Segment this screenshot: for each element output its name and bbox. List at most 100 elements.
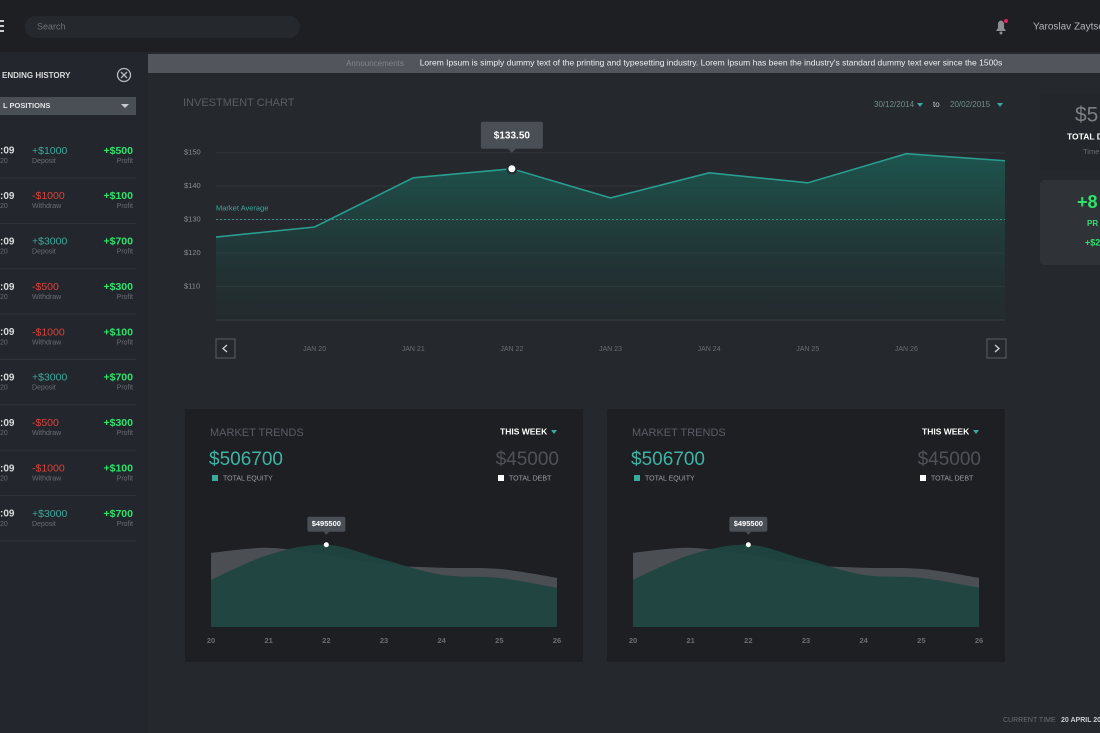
prev-icon: [221, 344, 228, 353]
user-name: Yaroslav Zaytse: [1033, 22, 1100, 33]
x-tick-label: JAN 22: [500, 346, 523, 353]
y-tick-label: $130: [184, 215, 201, 224]
tooltip-label: $133.50: [494, 130, 531, 141]
legend-label: TOTAL EQUITY: [645, 475, 695, 482]
x-tick-label: 20: [207, 636, 215, 645]
x-tick-label: JAN 23: [599, 346, 622, 353]
row-profit: +$700: [104, 508, 134, 520]
y-tick-label: $120: [184, 248, 201, 257]
row-profit-label: Profit: [117, 294, 133, 301]
row-amount: +$3000: [32, 508, 67, 520]
row-profit: +$300: [104, 281, 134, 293]
tooltip-label: $495500: [734, 519, 763, 528]
x-tick-label: JAN 21: [402, 346, 425, 353]
row-type: Deposit: [32, 158, 56, 165]
date-from: 30/12/2014: [874, 100, 915, 109]
x-tick-label: 24: [437, 636, 446, 645]
row-profit: +$100: [104, 190, 134, 202]
sidebar: [0, 52, 148, 733]
period-selector: THIS WEEK: [500, 426, 548, 436]
row-type: Deposit: [32, 249, 56, 256]
debt-value: $45000: [918, 449, 981, 470]
row-amount: -$1000: [32, 190, 65, 202]
x-tick-label: 22: [744, 636, 752, 645]
x-tick-label: JAN 20: [303, 346, 326, 353]
date-to-label: to: [933, 100, 940, 109]
dropdown-arrow: [973, 430, 979, 434]
close-icon: [120, 71, 128, 79]
close-button[interactable]: [116, 67, 132, 83]
row-amount: -$500: [32, 417, 59, 429]
tooltip-box: [480, 121, 543, 149]
filter-dropdown[interactable]: [0, 97, 136, 115]
tooltip-pointer: [745, 531, 752, 535]
footer-time-value: 20 APRIL 20: [1061, 717, 1100, 724]
chart-title: INVESTMENT CHART: [183, 97, 295, 109]
row-profit: +$100: [104, 326, 134, 338]
row-amount: +$3000: [32, 236, 67, 248]
row-type: Withdraw: [32, 203, 62, 210]
row-date: 20: [0, 203, 8, 210]
row-date: 20: [0, 521, 8, 528]
card-value: $5: [1075, 104, 1098, 127]
card-note: Time: [1083, 147, 1099, 156]
panel-title: MARKET TRENDS: [632, 427, 726, 439]
row-date: 20: [0, 249, 8, 256]
content: Search Yaroslav Zaytse ENDING HISTORY L POS…: [0, 21, 1100, 724]
reference-label: Market Average: [216, 204, 268, 213]
row-profit-label: Profit: [117, 521, 133, 528]
legend-swatch: [920, 475, 926, 481]
y-tick-label: $140: [184, 181, 201, 190]
area: [633, 544, 979, 627]
next-button[interactable]: [986, 338, 1007, 359]
row-amount: -$1000: [32, 326, 65, 338]
announcement-text: Lorem Ipsum is simply dummy text of the …: [420, 57, 1003, 67]
x-tick-label: 25: [917, 636, 925, 645]
period-selector: THIS WEEK: [922, 426, 970, 436]
footer-time-label: CURRENT TIME: [1003, 717, 1056, 724]
row-profit: +$100: [104, 462, 134, 474]
x-tick-label: 23: [802, 636, 810, 645]
tooltip-box: [307, 516, 346, 532]
y-tick-label: $150: [184, 148, 201, 157]
legend-label: TOTAL DEBT: [509, 475, 552, 482]
x-tick-label: 21: [264, 636, 272, 645]
row-time: :09: [0, 146, 15, 157]
row-profit-label: Profit: [117, 430, 133, 437]
row-profit: +$500: [104, 145, 134, 157]
row-type: Withdraw: [32, 294, 62, 301]
row-profit-label: Profit: [117, 203, 133, 210]
row-time: :09: [0, 373, 15, 384]
highlight-point: [745, 542, 751, 548]
filter-label: L POSITIONS: [3, 101, 50, 110]
row-date: 20: [0, 430, 8, 437]
row-amount: -$1000: [32, 462, 65, 474]
tooltip-label: $495500: [312, 519, 341, 528]
search-box[interactable]: [25, 16, 300, 38]
card-label: TOTAL D: [1067, 131, 1100, 141]
tooltip-pointer: [507, 148, 516, 153]
x-tick-label: JAN 26: [895, 346, 918, 353]
row-date: 20: [0, 385, 8, 392]
side-card: [1040, 180, 1100, 265]
row-profit: +$700: [104, 236, 134, 248]
row-profit-label: Profit: [117, 385, 133, 392]
legend-label: TOTAL EQUITY: [223, 475, 273, 482]
row-time: :09: [0, 327, 15, 338]
row-amount: +$3000: [32, 372, 67, 384]
dropdown-arrow: [551, 430, 557, 434]
x-tick-label: 25: [495, 636, 503, 645]
prev-button[interactable]: [215, 338, 236, 359]
line: [215, 152, 1006, 238]
card-label: PR: [1087, 219, 1098, 228]
highlight-point: [323, 542, 329, 548]
x-tick-label: 22: [322, 636, 330, 645]
row-date: 20: [0, 294, 8, 301]
row-time: :09: [0, 463, 15, 474]
menu-icon[interactable]: [0, 20, 4, 32]
legend-label: TOTAL DEBT: [931, 475, 974, 482]
row-type: Deposit: [32, 521, 56, 528]
bell-icon[interactable]: [996, 19, 1008, 35]
x-tick-label: 26: [975, 636, 983, 645]
